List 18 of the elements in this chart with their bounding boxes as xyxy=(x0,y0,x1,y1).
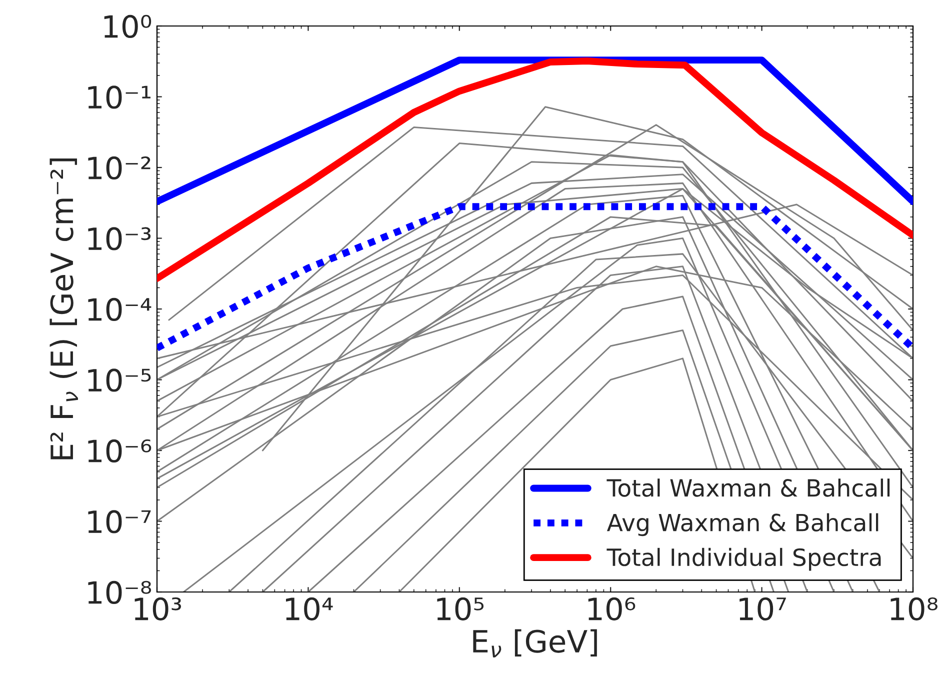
x-axis-title: E$_{ν}$ [GeV] xyxy=(473,629,597,658)
y-tick-label: 10⁻⁷ xyxy=(88,510,151,534)
x-tick-label: 10⁵ xyxy=(437,597,484,621)
y-tick-label: 10⁻⁶ xyxy=(88,439,152,463)
y-tick-label: 10⁻¹ xyxy=(88,86,150,109)
y-tick-label: 10⁰ xyxy=(104,14,152,38)
x-tick-label: 10⁴ xyxy=(286,597,333,621)
legend-label: Total Individual Spectra xyxy=(606,548,881,571)
y-tick-label: 10⁻⁴ xyxy=(88,298,152,322)
legend-label: Avg Waxman & Bahcall xyxy=(606,513,878,536)
x-tick-label: 10⁸ xyxy=(890,597,938,621)
y-tick-label: 10⁻² xyxy=(88,156,150,180)
legend-label: Total Waxman & Bahcall xyxy=(606,478,890,497)
x-tick-label: 10⁶ xyxy=(588,597,636,621)
y-tick-label: 10⁻³ xyxy=(88,227,151,250)
y-tick-label: 10⁻⁵ xyxy=(88,368,151,392)
y-axis-title: E² F$_{ν}$ (E) [GeV cm⁻²] xyxy=(50,158,78,460)
x-tick-label: 10⁷ xyxy=(740,597,786,621)
